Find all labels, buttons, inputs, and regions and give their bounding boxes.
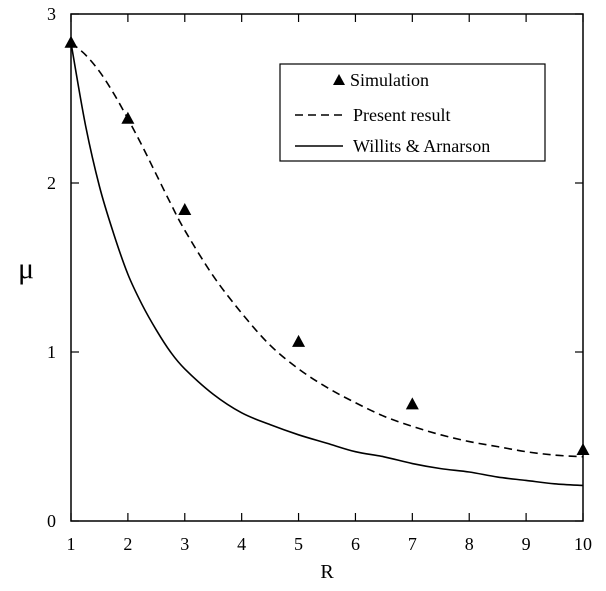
plot-frame: [70, 13, 584, 522]
y-axis-label: μ: [18, 252, 34, 285]
y-tick-label: 2: [47, 173, 56, 193]
simulation-point: [576, 443, 590, 456]
x-tick-label: 4: [237, 534, 246, 554]
legend-label-simulation: Simulation: [350, 70, 429, 90]
legend-label-willits-arnarson: Willits & Arnarson: [353, 136, 490, 156]
series-layer: [64, 35, 590, 487]
simulation-point: [405, 397, 419, 410]
x-tick-label: 3: [180, 534, 189, 554]
present-result-line: [70, 42, 584, 458]
x-tick-label: 7: [408, 534, 417, 554]
y-tick-label: 0: [47, 511, 56, 531]
x-tick-label: 6: [351, 534, 360, 554]
legend-triangle-marker: [333, 74, 345, 85]
simulation-point: [292, 334, 306, 347]
legend-box: [279, 63, 546, 162]
legend: Simulation Present result Willits & Arna…: [279, 63, 546, 162]
x-tick-label: 10: [574, 534, 592, 554]
x-tick-label: 1: [67, 534, 76, 554]
y-tick-label: 3: [47, 4, 56, 24]
simulation-point: [178, 203, 192, 216]
x-tick-label: 5: [294, 534, 303, 554]
x-tick-label: 2: [123, 534, 132, 554]
legend-label-present-result: Present result: [353, 105, 450, 125]
y-tick-label: 1: [47, 342, 56, 362]
x-tick-label: 8: [465, 534, 474, 554]
axis-ticks: [70, 13, 584, 522]
x-tick-label: 9: [522, 534, 531, 554]
x-axis-label: R: [320, 561, 334, 583]
willits-arnarson-line: [70, 42, 584, 487]
